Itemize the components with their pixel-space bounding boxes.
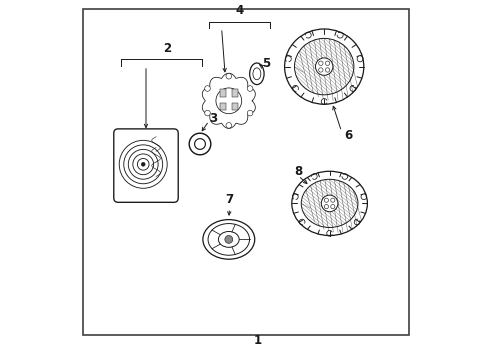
Polygon shape bbox=[202, 73, 255, 129]
Text: 3: 3 bbox=[209, 112, 217, 125]
Circle shape bbox=[205, 86, 210, 91]
Ellipse shape bbox=[292, 171, 368, 235]
Bar bbox=[220, 103, 226, 110]
Text: 7: 7 bbox=[225, 193, 234, 206]
Bar bbox=[232, 89, 238, 97]
Ellipse shape bbox=[285, 29, 364, 104]
Circle shape bbox=[205, 110, 210, 116]
Text: 4: 4 bbox=[236, 4, 244, 17]
Text: 8: 8 bbox=[294, 165, 302, 177]
FancyBboxPatch shape bbox=[83, 9, 409, 335]
Circle shape bbox=[325, 68, 330, 72]
Circle shape bbox=[225, 235, 233, 243]
Circle shape bbox=[324, 204, 328, 209]
Ellipse shape bbox=[301, 179, 358, 228]
Ellipse shape bbox=[203, 220, 255, 259]
Ellipse shape bbox=[294, 39, 354, 95]
Circle shape bbox=[331, 204, 335, 209]
FancyBboxPatch shape bbox=[114, 129, 178, 202]
Circle shape bbox=[226, 122, 232, 128]
Circle shape bbox=[321, 195, 338, 212]
Text: 1: 1 bbox=[253, 334, 262, 347]
Circle shape bbox=[247, 86, 253, 91]
Bar bbox=[220, 89, 226, 97]
Circle shape bbox=[318, 68, 323, 72]
Text: 2: 2 bbox=[164, 42, 171, 55]
Text: 6: 6 bbox=[344, 129, 352, 141]
Circle shape bbox=[324, 198, 328, 202]
Circle shape bbox=[318, 61, 323, 66]
Circle shape bbox=[325, 61, 330, 66]
Bar bbox=[232, 103, 238, 110]
Circle shape bbox=[331, 198, 335, 202]
Circle shape bbox=[141, 162, 145, 166]
Text: 5: 5 bbox=[262, 57, 270, 69]
Circle shape bbox=[316, 58, 333, 75]
Circle shape bbox=[247, 110, 253, 116]
Circle shape bbox=[226, 73, 232, 79]
